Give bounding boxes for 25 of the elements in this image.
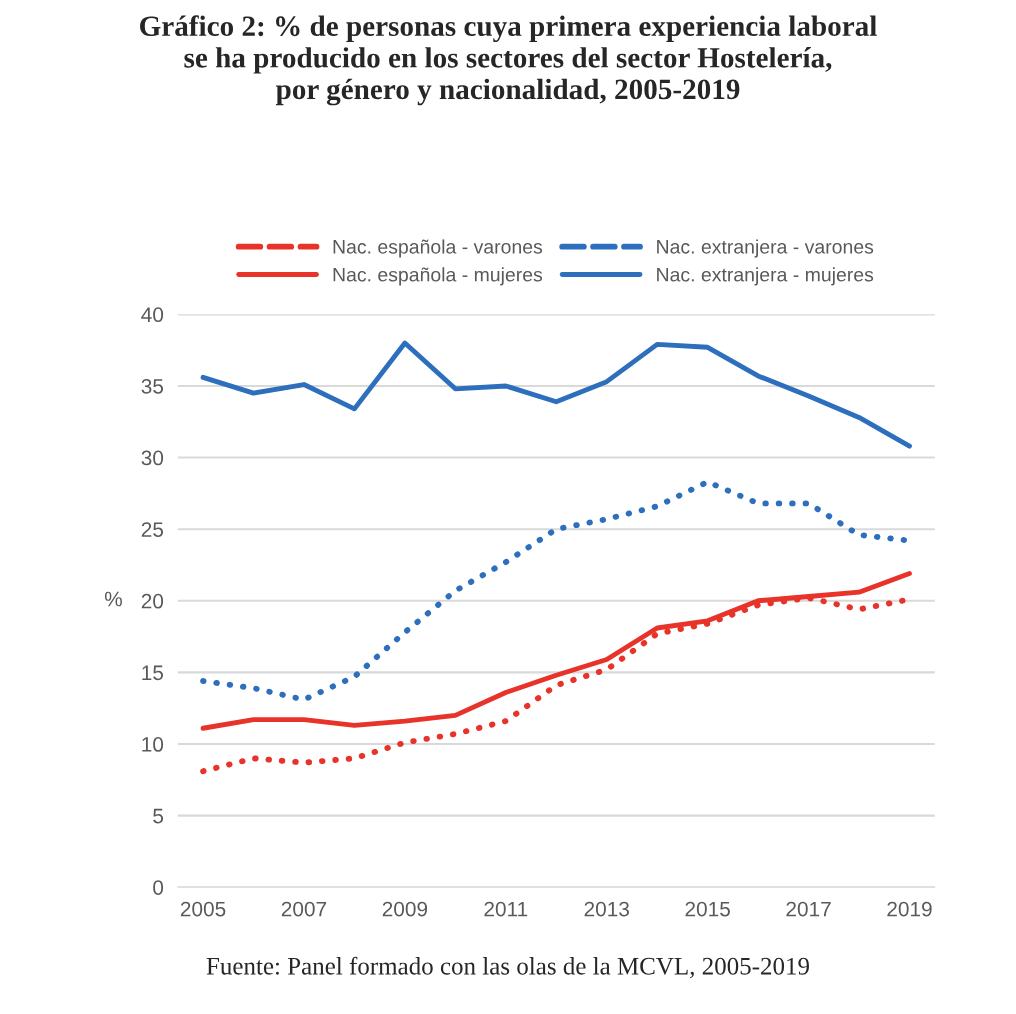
- y-tick-label: 10: [142, 737, 164, 752]
- y-tick-label: 0: [153, 880, 164, 895]
- x-tick-label: 2019: [887, 901, 932, 917]
- legend-label: Nac. española - varones: [333, 239, 543, 258]
- y-axis-title: %: [104, 591, 122, 607]
- y-tick-label: 20: [141, 593, 164, 609]
- x-tick-label: 2015: [685, 901, 730, 917]
- x-tick-label: 2017: [786, 901, 831, 917]
- legend-label: Nac. extranjera - mujeres: [657, 267, 874, 286]
- x-tick-label: 2013: [584, 901, 629, 917]
- x-tick-label: 2005: [180, 901, 226, 917]
- y-tick-label: 15: [142, 665, 164, 681]
- y-tick-label: 40: [141, 307, 164, 323]
- y-tick-label: 30: [141, 450, 164, 466]
- line-series: [200, 340, 912, 449]
- legend-label: Nac. española - mujeres: [333, 267, 543, 286]
- chart-title: Gráfico 2: % de personas cuya primera experiencia laboral se ha producido en los sectores del sector Hostelería, por género y nacionalidad, 2005-2019: [140, 15, 877, 106]
- y-tick-label: 25: [141, 522, 164, 537]
- legend-label: Nac. extranjera - varones: [657, 239, 874, 258]
- x-tick-label: 2011: [484, 901, 528, 917]
- source-note: Fuente: Panel formado con las olas de la MCVL, 2005-2019: [206, 956, 809, 979]
- x-tick-label: 2007: [281, 901, 327, 917]
- y-tick-label: 35: [141, 378, 164, 394]
- y-tick-label: 5: [153, 808, 164, 824]
- x-tick-label: 2009: [382, 901, 428, 917]
